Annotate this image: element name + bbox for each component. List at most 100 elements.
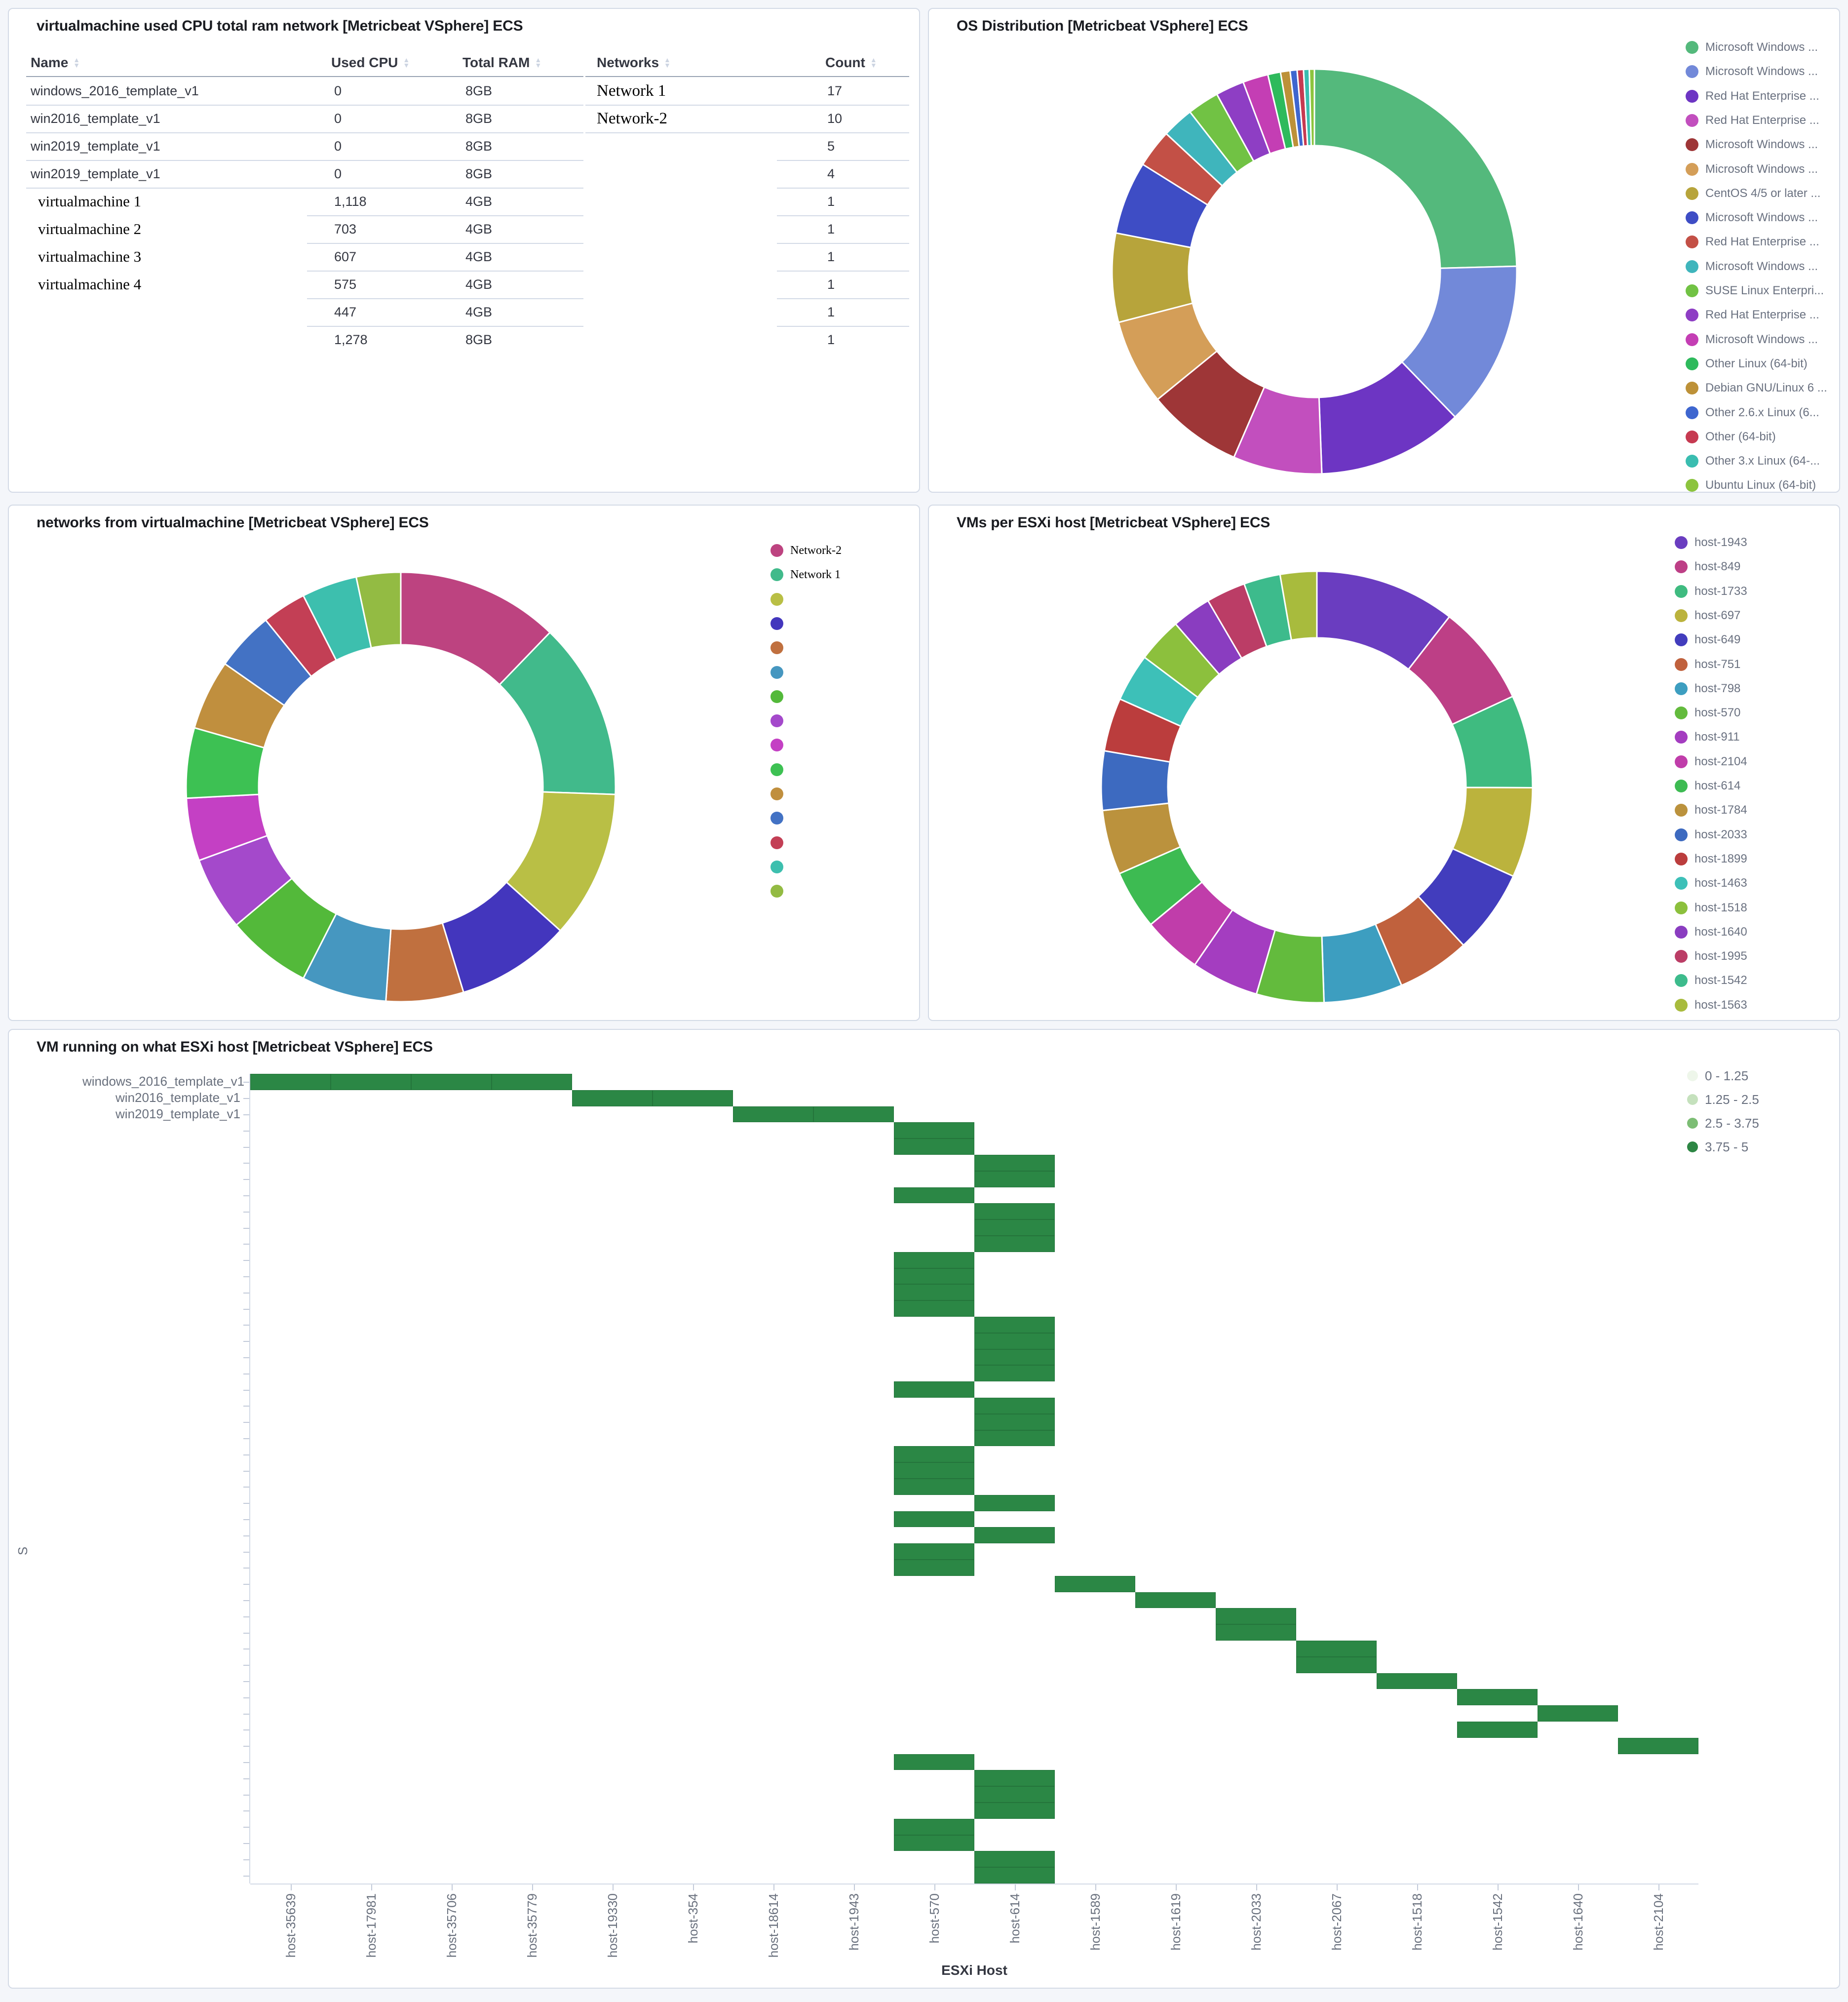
heatmap-cell[interactable] <box>894 1560 974 1576</box>
heatmap-cell[interactable] <box>1457 1722 1538 1738</box>
legend-item[interactable]: 1.25 - 2.5 <box>1687 1090 1759 1109</box>
heatmap-cell[interactable] <box>894 1511 974 1528</box>
heatmap-cell[interactable] <box>894 1252 974 1268</box>
heatmap-cell[interactable] <box>974 1494 1055 1511</box>
heatmap-cell[interactable] <box>250 1074 331 1090</box>
legend-item[interactable]: Microsoft Windows ... <box>1686 135 1818 155</box>
heatmap-cell[interactable] <box>1216 1608 1296 1625</box>
legend-item[interactable]: Other (64-bit) <box>1686 427 1776 447</box>
heatmap-cell[interactable] <box>1457 1689 1538 1706</box>
legend-item[interactable] <box>770 687 790 707</box>
legend-item[interactable] <box>770 638 790 658</box>
legend-item[interactable]: host-1995 <box>1675 946 1747 966</box>
legend-item[interactable]: Ubuntu Linux (64-bit) <box>1686 475 1816 495</box>
legend-item[interactable]: host-2033 <box>1675 825 1747 845</box>
heatmap-cell[interactable] <box>894 1381 974 1398</box>
heatmap-cell[interactable] <box>894 1446 974 1463</box>
legend-item[interactable]: Microsoft Windows ... <box>1686 208 1818 228</box>
heatmap-cell[interactable] <box>1296 1641 1377 1657</box>
heatmap-cell[interactable] <box>1377 1673 1457 1689</box>
legend-item[interactable]: host-1542 <box>1675 971 1747 990</box>
legend-item[interactable]: host-649 <box>1675 630 1740 650</box>
legend-item[interactable] <box>770 589 790 609</box>
heatmap-cell[interactable] <box>894 1138 974 1155</box>
heatmap-cell[interactable] <box>331 1074 411 1090</box>
heatmap-cell[interactable] <box>894 1284 974 1301</box>
column-header-total-ram[interactable]: Total RAM ▲ ▼ <box>462 55 542 70</box>
heatmap-cell[interactable] <box>411 1074 492 1090</box>
legend-item[interactable]: host-1784 <box>1675 800 1747 820</box>
legend-item[interactable]: host-849 <box>1675 557 1740 577</box>
column-header-used-cpu[interactable]: Used CPU ▲ ▼ <box>331 55 410 70</box>
legend-item[interactable] <box>770 663 790 682</box>
legend-item[interactable]: Network 1 <box>770 565 841 585</box>
legend-item[interactable]: host-798 <box>1675 679 1740 699</box>
legend-item[interactable]: Network-2 <box>770 541 842 560</box>
heatmap-cell[interactable] <box>974 1203 1055 1220</box>
heatmap-cell[interactable] <box>894 1300 974 1317</box>
heatmap-cell[interactable] <box>974 1867 1055 1884</box>
legend-item[interactable]: host-697 <box>1675 606 1740 626</box>
heatmap-cell[interactable] <box>894 1462 974 1479</box>
heatmap-cell[interactable] <box>492 1074 572 1090</box>
legend-item[interactable] <box>770 784 790 804</box>
legend-item[interactable]: host-1733 <box>1675 582 1747 601</box>
legend-item[interactable]: Microsoft Windows ... <box>1686 38 1818 57</box>
legend-item[interactable]: host-1518 <box>1675 898 1747 918</box>
donut-slice-Microsoft Windows ...[interactable] <box>1313 68 1518 269</box>
legend-item[interactable]: CentOS 4/5 or later ... <box>1686 184 1820 203</box>
legend-item[interactable]: host-1943 <box>1675 533 1747 552</box>
heatmap-cell[interactable] <box>974 1236 1055 1252</box>
heatmap-cell[interactable] <box>974 1803 1055 1819</box>
heatmap-cell[interactable] <box>974 1851 1055 1868</box>
legend-item[interactable]: Other 3.x Linux (64-... <box>1686 451 1820 471</box>
legend-item[interactable] <box>770 760 790 780</box>
legend-item[interactable]: host-2104 <box>1675 752 1747 772</box>
heatmap-cell[interactable] <box>1296 1656 1377 1673</box>
heatmap-cell[interactable] <box>572 1090 653 1106</box>
legend-item[interactable]: host-1563 <box>1675 995 1747 1015</box>
legend-item[interactable]: host-1463 <box>1675 873 1747 893</box>
legend-item[interactable] <box>770 614 790 633</box>
legend-item[interactable]: Other Linux (64-bit) <box>1686 354 1808 374</box>
donut-slice-host-1563[interactable] <box>1279 570 1318 641</box>
heatmap-cell[interactable] <box>894 1835 974 1851</box>
heatmap-cell[interactable] <box>894 1187 974 1204</box>
legend-item[interactable] <box>770 711 790 731</box>
legend-item[interactable]: host-1640 <box>1675 922 1747 942</box>
heatmap-cell[interactable] <box>1538 1705 1618 1722</box>
legend-item[interactable]: host-751 <box>1675 655 1740 674</box>
heatmap-cell[interactable] <box>894 1754 974 1770</box>
legend-item[interactable]: host-911 <box>1675 727 1740 747</box>
heatmap-cell[interactable] <box>1216 1624 1296 1641</box>
heatmap-cell[interactable] <box>1135 1592 1216 1609</box>
legend-item[interactable]: host-1899 <box>1675 849 1747 869</box>
donut-slice-Microsoft Windows ...[interactable] <box>1401 265 1518 418</box>
legend-item[interactable]: 3.75 - 5 <box>1687 1137 1748 1157</box>
heatmap-cell[interactable] <box>974 1171 1055 1187</box>
heatmap-cell[interactable] <box>974 1430 1055 1447</box>
legend-item[interactable]: Microsoft Windows ... <box>1686 330 1818 350</box>
legend-item[interactable]: 0 - 1.25 <box>1687 1066 1748 1086</box>
heatmap-cell[interactable] <box>894 1543 974 1560</box>
heatmap-cell[interactable] <box>733 1106 813 1123</box>
legend-item[interactable]: Red Hat Enterprise ... <box>1686 305 1819 325</box>
donut-slice-segment-15[interactable] <box>355 571 402 649</box>
legend-item[interactable]: Red Hat Enterprise ... <box>1686 232 1819 252</box>
column-header-networks[interactable]: Networks ▲ ▼ <box>597 55 671 70</box>
legend-item[interactable] <box>770 735 790 755</box>
heatmap-cell[interactable] <box>974 1770 1055 1787</box>
heatmap-cell[interactable] <box>974 1365 1055 1382</box>
legend-item[interactable]: Red Hat Enterprise ... <box>1686 111 1819 130</box>
legend-item[interactable]: 2.5 - 3.75 <box>1687 1113 1759 1133</box>
heatmap-cell[interactable] <box>1618 1737 1698 1754</box>
legend-item[interactable]: Microsoft Windows ... <box>1686 257 1818 276</box>
legend-item[interactable]: Other 2.6.x Linux (6... <box>1686 403 1819 423</box>
legend-item[interactable]: Debian GNU/Linux 6 ... <box>1686 378 1827 398</box>
legend-item[interactable]: host-614 <box>1675 776 1740 796</box>
heatmap-cell[interactable] <box>974 1155 1055 1171</box>
heatmap-cell[interactable] <box>974 1349 1055 1366</box>
column-header-count[interactable]: Count ▲ ▼ <box>825 55 877 70</box>
heatmap-cell[interactable] <box>974 1398 1055 1414</box>
legend-item[interactable]: Red Hat Enterprise ... <box>1686 86 1819 106</box>
